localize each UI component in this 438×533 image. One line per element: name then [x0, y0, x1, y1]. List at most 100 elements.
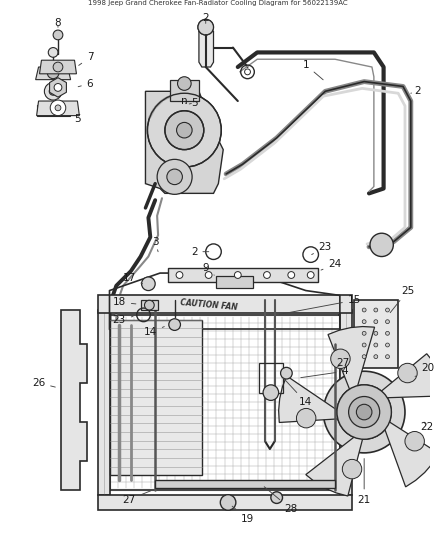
Circle shape — [374, 355, 378, 359]
Circle shape — [323, 372, 405, 453]
Circle shape — [148, 93, 221, 167]
Circle shape — [362, 332, 366, 335]
Circle shape — [357, 405, 372, 420]
Circle shape — [177, 123, 192, 138]
Circle shape — [374, 320, 378, 324]
Text: 2: 2 — [202, 13, 209, 23]
Circle shape — [198, 19, 213, 35]
Text: 4: 4 — [301, 366, 348, 378]
Text: CAUTION FAN: CAUTION FAN — [180, 298, 238, 312]
Circle shape — [54, 84, 62, 91]
Circle shape — [370, 233, 393, 256]
Polygon shape — [39, 60, 77, 74]
Polygon shape — [61, 310, 87, 490]
Polygon shape — [49, 78, 67, 97]
Circle shape — [44, 83, 62, 100]
Circle shape — [47, 104, 59, 116]
Circle shape — [50, 100, 66, 116]
Circle shape — [53, 62, 63, 72]
Circle shape — [271, 492, 283, 504]
Text: 14: 14 — [283, 378, 312, 407]
Polygon shape — [328, 327, 374, 390]
Circle shape — [357, 405, 372, 420]
Bar — [168, 268, 318, 282]
Text: 2: 2 — [411, 86, 421, 96]
Circle shape — [176, 272, 183, 278]
Circle shape — [205, 272, 212, 278]
Polygon shape — [381, 354, 438, 398]
Bar — [98, 495, 352, 510]
Polygon shape — [35, 67, 71, 79]
Text: 8: 8 — [55, 18, 61, 28]
Circle shape — [55, 105, 61, 111]
Text: 3: 3 — [152, 237, 159, 252]
Bar — [141, 300, 158, 310]
Text: 6: 6 — [78, 78, 93, 88]
Bar — [98, 310, 110, 495]
Polygon shape — [145, 91, 223, 193]
Bar — [340, 310, 352, 495]
Circle shape — [141, 277, 155, 290]
Circle shape — [374, 343, 378, 347]
Text: 20: 20 — [415, 364, 434, 376]
Circle shape — [362, 343, 366, 347]
Circle shape — [48, 47, 58, 57]
Bar — [216, 276, 253, 288]
Text: 2: 2 — [191, 247, 209, 257]
Text: 1998 Jeep Grand Cherokee Fan-Radiator Cooling Diagram for 56022139AC: 1998 Jeep Grand Cherokee Fan-Radiator Co… — [88, 0, 347, 6]
Text: 27: 27 — [122, 491, 151, 505]
Circle shape — [177, 77, 191, 90]
Circle shape — [385, 343, 389, 347]
Circle shape — [337, 385, 392, 439]
Circle shape — [362, 355, 366, 359]
Circle shape — [167, 169, 182, 184]
Bar — [170, 79, 199, 101]
Circle shape — [264, 272, 270, 278]
Text: 1: 1 — [303, 60, 323, 80]
Text: 26: 26 — [32, 378, 55, 388]
Circle shape — [374, 332, 378, 335]
Circle shape — [234, 272, 241, 278]
Circle shape — [331, 349, 350, 368]
Circle shape — [349, 397, 380, 427]
Polygon shape — [37, 105, 70, 116]
Polygon shape — [385, 422, 438, 487]
Text: 15: 15 — [279, 295, 361, 314]
Circle shape — [385, 308, 389, 312]
Circle shape — [398, 364, 417, 383]
Text: 27: 27 — [336, 359, 350, 368]
Circle shape — [288, 272, 295, 278]
Circle shape — [343, 459, 362, 479]
Circle shape — [297, 408, 316, 428]
Bar — [110, 315, 340, 490]
Polygon shape — [37, 101, 79, 116]
Circle shape — [307, 272, 314, 278]
Polygon shape — [199, 31, 213, 67]
Circle shape — [157, 159, 192, 195]
Text: n: n — [181, 96, 187, 106]
Circle shape — [220, 495, 236, 510]
Circle shape — [47, 67, 59, 79]
Bar — [110, 320, 202, 475]
Text: 24: 24 — [321, 260, 342, 270]
Text: 23: 23 — [312, 242, 332, 255]
Text: 14: 14 — [144, 327, 164, 337]
Circle shape — [53, 30, 63, 40]
Circle shape — [169, 319, 180, 330]
Text: 18: 18 — [113, 297, 136, 307]
Circle shape — [49, 87, 57, 95]
Circle shape — [349, 397, 380, 427]
Text: 7: 7 — [79, 52, 93, 66]
Circle shape — [281, 367, 292, 379]
Circle shape — [337, 385, 392, 439]
Bar — [98, 295, 352, 313]
Text: 22: 22 — [421, 422, 434, 432]
Polygon shape — [279, 376, 339, 423]
Bar — [354, 300, 398, 368]
Circle shape — [405, 432, 424, 451]
Text: 19: 19 — [232, 506, 254, 524]
Text: 28: 28 — [264, 487, 298, 514]
Circle shape — [385, 332, 389, 335]
Text: 23: 23 — [113, 314, 133, 325]
Circle shape — [374, 308, 378, 312]
